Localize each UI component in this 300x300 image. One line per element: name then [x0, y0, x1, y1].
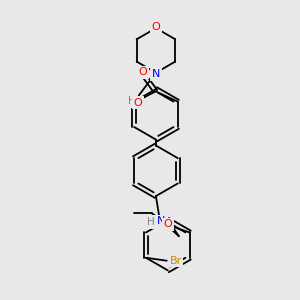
Text: H: H	[147, 217, 155, 227]
Text: O: O	[164, 220, 172, 230]
Text: H: H	[128, 96, 136, 106]
Text: N: N	[152, 69, 160, 79]
Text: O: O	[152, 22, 160, 32]
Text: O: O	[133, 98, 142, 108]
Text: O: O	[138, 67, 147, 77]
Text: N: N	[157, 216, 165, 226]
Text: Br: Br	[169, 256, 182, 266]
